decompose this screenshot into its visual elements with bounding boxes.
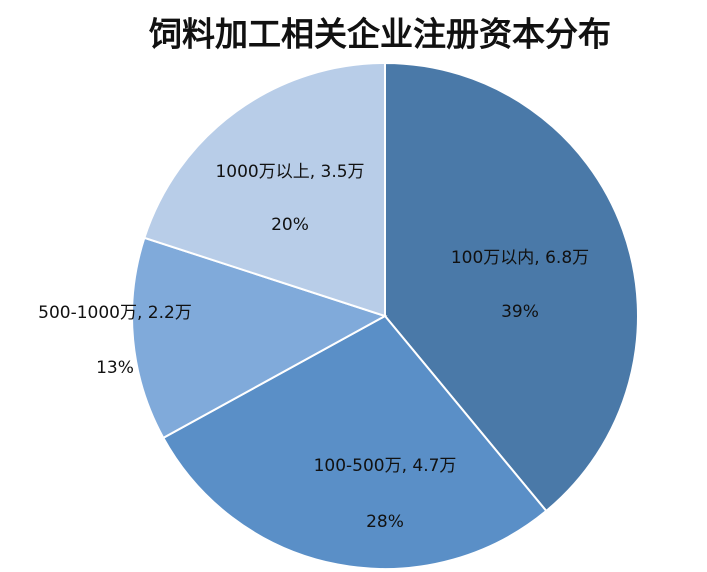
slice-percent: 39% bbox=[501, 302, 539, 322]
pie-slice bbox=[143, 61, 386, 318]
slice-label: 100-500万, 4.7万 bbox=[314, 456, 457, 476]
slice-percent: 28% bbox=[366, 512, 404, 532]
slice-label: 100万以内, 6.8万 bbox=[451, 248, 589, 268]
slice-percent: 13% bbox=[96, 358, 134, 378]
pie-slice bbox=[161, 314, 548, 570]
pie-slice bbox=[384, 61, 639, 513]
pie-slice bbox=[131, 236, 388, 440]
slice-percent: 20% bbox=[271, 215, 309, 235]
chart-title: 饲料加工相关企业注册资本分布 bbox=[149, 15, 611, 54]
slice-label: 500-1000万, 2.2万 bbox=[38, 303, 192, 323]
slice-label: 1000万以上, 3.5万 bbox=[215, 162, 364, 182]
